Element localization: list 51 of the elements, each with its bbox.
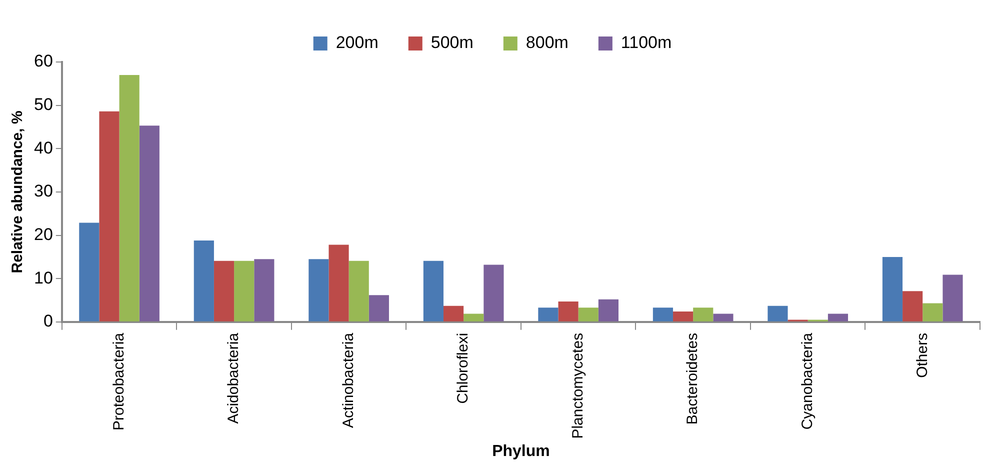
bar: [368, 295, 389, 322]
x-axis-title: Phylum: [492, 442, 550, 460]
x-tick-label: Others: [914, 332, 931, 378]
y-axis-title: Relative abundance, %: [9, 110, 26, 274]
y-tick-label: 20: [34, 224, 53, 244]
x-tick-label: Acidobacteria: [225, 332, 242, 424]
y-tick-label: 0: [43, 312, 53, 331]
bar: [598, 299, 618, 322]
bar: [882, 256, 903, 322]
bar: [768, 306, 788, 322]
bar: [139, 126, 160, 322]
bar: [902, 291, 923, 322]
x-tick-label: Bacteroidetes: [684, 332, 702, 425]
bar: [484, 264, 504, 322]
bar: [673, 312, 694, 322]
bar: [99, 111, 120, 322]
bar: [578, 308, 598, 322]
bar: [443, 306, 464, 322]
legend-label: 500m: [430, 33, 474, 52]
bar: [234, 260, 254, 322]
bar: [828, 314, 848, 322]
x-tick-label: Chloroflexi: [454, 332, 472, 404]
y-tick-label: 10: [34, 268, 53, 288]
x-tick-label: Planctomycetes: [569, 332, 586, 439]
x-tick-label: Actinobacteria: [340, 332, 357, 428]
bar: [79, 222, 100, 322]
x-tick-label: Proteobacteria: [110, 332, 128, 430]
bar: [119, 74, 140, 322]
bar: [214, 260, 234, 322]
bar: [194, 240, 214, 322]
y-tick-label: 60: [34, 52, 53, 71]
bar: [538, 308, 558, 322]
bar: [254, 259, 274, 322]
bar: [558, 302, 578, 322]
bar: [693, 308, 714, 322]
y-tick-label: 50: [34, 95, 53, 114]
bar: [713, 314, 734, 322]
legend-label: 800m: [526, 33, 568, 52]
bar: [942, 274, 963, 322]
bar: [922, 303, 943, 322]
x-tick-label: Cyanobacteria: [799, 332, 816, 430]
bar: [464, 314, 484, 322]
y-tick-label: 40: [34, 138, 53, 158]
y-tick-label: 30: [34, 182, 53, 201]
bar: [328, 244, 349, 322]
legend-label: 200m: [336, 33, 378, 52]
bar: [308, 259, 329, 322]
bar: [348, 260, 369, 322]
legend-label: 1100m: [620, 33, 672, 52]
bar: [423, 260, 444, 322]
bar: [652, 308, 674, 322]
